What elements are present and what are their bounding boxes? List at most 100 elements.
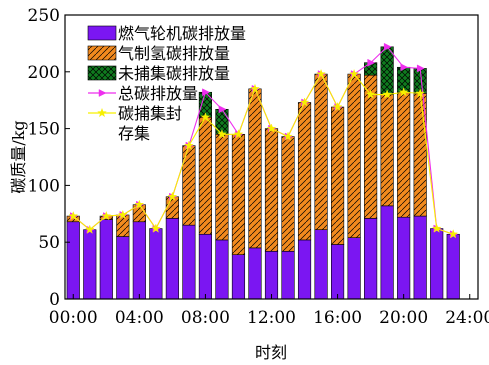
line-point-1-4	[134, 199, 145, 209]
bar-segment-0-17	[347, 237, 361, 300]
bar-pattern-1-14	[298, 102, 311, 240]
line-point-0-20	[400, 63, 409, 72]
lines-group	[68, 42, 459, 239]
line-point-1-20	[398, 87, 409, 97]
line-point-1-2	[101, 210, 112, 221]
bar-segment-0-16	[331, 244, 345, 300]
legend-label-4-cont: 存集	[118, 124, 150, 143]
legend-label-1: 气制氢碳排放量	[118, 44, 230, 63]
line-point-1-9	[217, 129, 227, 139]
bar-segment-0-7	[182, 224, 196, 300]
x-tick-label-5: 20:00	[379, 308, 428, 328]
bar-pattern-1-12	[265, 128, 278, 252]
bar-segment-0-8	[198, 233, 212, 300]
line-point-1-14	[299, 97, 310, 107]
bar-segment-0-14	[297, 239, 312, 300]
line-point-1-8	[200, 112, 211, 122]
bar-segment-0-6	[165, 218, 179, 300]
bar-pattern-2-20	[397, 67, 410, 93]
line-point-1-6	[167, 191, 178, 201]
line-point-1-5	[150, 223, 161, 233]
x-tick-label-2: 08:00	[181, 308, 230, 328]
line-point-1-23	[448, 229, 459, 239]
bar-pattern-2-21	[413, 68, 427, 94]
bar-segment-0-0	[66, 221, 80, 300]
bar-pattern-1-13	[281, 136, 295, 252]
legend-label-4: 碳捕集封	[118, 104, 182, 123]
x-tick-label-0: 00:00	[49, 308, 98, 328]
bar-pattern-1-15	[314, 74, 328, 230]
line-point-1-16	[332, 101, 343, 112]
line-point-1-22	[431, 223, 442, 233]
x-tick-label-1: 04:00	[115, 308, 164, 328]
bar-pattern-1-6	[166, 196, 179, 219]
bar-segment-0-3	[116, 236, 130, 300]
line-point-1-10	[233, 129, 244, 139]
line-point-1-7	[184, 140, 194, 150]
bar-pattern-2-9	[215, 109, 229, 135]
line-point-0-9	[218, 105, 227, 114]
bar-segment-0-10	[231, 254, 246, 300]
line-point-1-11	[250, 83, 260, 93]
bar-pattern-1-3	[116, 214, 130, 237]
legend-marker-3	[98, 89, 107, 97]
line-point-1-18	[365, 89, 376, 99]
bar-segment-0-12	[264, 250, 279, 300]
bar-pattern-1-16	[331, 107, 344, 245]
x-tick-label-3: 12:00	[247, 308, 296, 328]
bar-pattern-2-19	[380, 46, 394, 95]
y-axis-title: 碳质量/kg	[9, 120, 28, 193]
line-point-1-15	[316, 68, 326, 79]
bar-pattern-1-9	[215, 134, 229, 240]
x-tick-label-6: 24:00	[445, 308, 489, 328]
bar-pattern-1-8	[199, 117, 212, 235]
y-tick-label-0: 0	[49, 290, 60, 310]
bar-pattern-1-10	[232, 134, 245, 255]
bar-pattern-1-21	[413, 93, 427, 217]
line-point-0-21	[416, 64, 425, 73]
y-tick-label-3: 150	[28, 120, 60, 140]
bar-segment-0-11	[248, 247, 262, 300]
bar-pattern-1-7	[182, 145, 196, 226]
bar-pattern-2-8	[199, 92, 212, 118]
bar-segment-0-13	[281, 250, 295, 300]
bar-segment-0-1	[83, 229, 97, 300]
bar-segment-0-2	[99, 219, 113, 300]
line-point-1-3	[117, 209, 128, 220]
line-point-1-0	[68, 210, 79, 221]
line-point-1-17	[349, 68, 359, 79]
legend-marker-4	[97, 107, 107, 118]
line-point-0-8	[202, 88, 210, 97]
legend-swatch-pattern-2	[88, 66, 116, 80]
bar-segment-0-18	[364, 218, 378, 300]
line-point-0-19	[383, 42, 392, 51]
bar-segment-0-19	[380, 205, 394, 300]
legend-label-3: 总碳排放量	[118, 84, 198, 103]
line-point-1-21	[415, 88, 426, 98]
line-point-1-19	[382, 89, 392, 99]
legend-label-0: 燃气轮机碳排放量	[118, 24, 246, 43]
bar-segment-0-15	[314, 229, 328, 300]
legend-swatch-pattern-1	[88, 46, 116, 60]
bar-segment-0-23	[446, 233, 460, 300]
x-axis-title: 时刻	[255, 343, 287, 362]
line-point-0-18	[367, 58, 376, 67]
x-tick-label-4: 16:00	[313, 308, 362, 328]
legend-swatch-0	[87, 25, 117, 41]
y-tick-label-5: 250	[28, 6, 60, 26]
y-tick-label-4: 200	[28, 63, 60, 83]
bar-pattern-1-19	[380, 94, 394, 206]
bar-pattern-1-17	[347, 74, 361, 238]
y-tick-label-1: 50	[38, 233, 60, 253]
bar-pattern-1-11	[248, 88, 262, 248]
y-tick-label-2: 100	[28, 176, 60, 196]
line-point-1-1	[84, 224, 95, 234]
bar-pattern-1-18	[364, 75, 377, 219]
bar-pattern-1-20	[397, 92, 410, 218]
legend-label-2: 未捕集碳排放量	[118, 64, 230, 83]
bar-segment-0-22	[430, 228, 444, 300]
line-point-1-13	[283, 131, 293, 141]
bars-group	[66, 46, 460, 300]
